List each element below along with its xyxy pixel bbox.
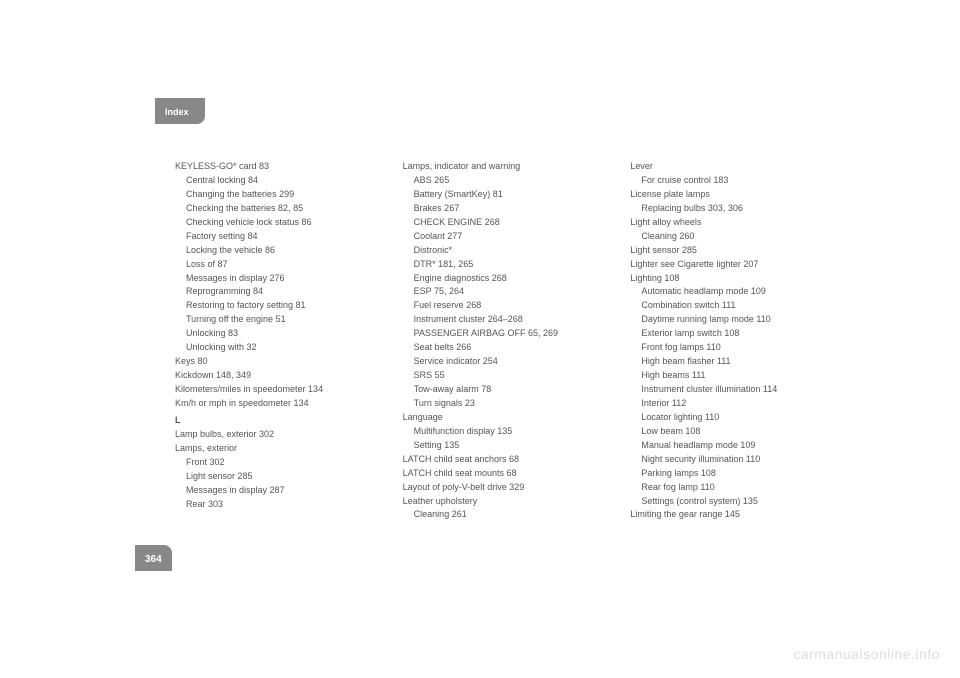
index-entry: KEYLESS-GO* card 83: [175, 160, 375, 174]
index-entry: ESP 75, 264: [403, 285, 603, 299]
index-entry: Turn signals 23: [403, 397, 603, 411]
index-entry: Tow-away alarm 78: [403, 383, 603, 397]
index-header-text: Index: [165, 107, 189, 117]
index-entry: Leather upholstery: [403, 495, 603, 509]
index-entry: LATCH child seat anchors 68: [403, 453, 603, 467]
index-entry: Locator lighting 110: [630, 411, 830, 425]
index-entry: For cruise control 183: [630, 174, 830, 188]
index-entry: Exterior lamp switch 108: [630, 327, 830, 341]
index-column-3: LeverFor cruise control 183License plate…: [630, 160, 830, 522]
index-entry: Brakes 267: [403, 202, 603, 216]
index-entry: Instrument cluster illumination 114: [630, 383, 830, 397]
index-entry: Rear fog lamp 110: [630, 481, 830, 495]
index-entry: Instrument cluster 264–268: [403, 313, 603, 327]
index-entry: Lighting 108: [630, 272, 830, 286]
index-entry: Lighter see Cigarette lighter 207: [630, 258, 830, 272]
index-entry: Loss of 87: [175, 258, 375, 272]
index-entry: Automatic headlamp mode 109: [630, 285, 830, 299]
index-entry: License plate lamps: [630, 188, 830, 202]
index-entry: Layout of poly-V-belt drive 329: [403, 481, 603, 495]
index-entry: Messages in display 287: [175, 484, 375, 498]
index-header: Index: [155, 98, 205, 124]
index-entry: Restoring to factory setting 81: [175, 299, 375, 313]
index-entry: Lamps, indicator and warning: [403, 160, 603, 174]
index-entry: Front 302: [175, 456, 375, 470]
index-entry: Locking the vehicle 86: [175, 244, 375, 258]
index-entry: Battery (SmartKey) 81: [403, 188, 603, 202]
index-entry: Night security illumination 110: [630, 453, 830, 467]
index-entry: Factory setting 84: [175, 230, 375, 244]
index-entry: Interior 112: [630, 397, 830, 411]
index-entry: Kickdown 148, 349: [175, 369, 375, 383]
index-entry: Parking lamps 108: [630, 467, 830, 481]
index-entry: ABS 265: [403, 174, 603, 188]
index-entry: Rear 303: [175, 498, 375, 512]
index-entry: Lamp bulbs, exterior 302: [175, 428, 375, 442]
index-entry: Engine diagnostics 268: [403, 272, 603, 286]
page-number: 364: [145, 554, 162, 565]
index-entry: Central locking 84: [175, 174, 375, 188]
index-entry: LATCH child seat mounts 68: [403, 467, 603, 481]
index-entry: Km/h or mph in speedometer 134: [175, 397, 375, 411]
index-entry: DTR* 181, 265: [403, 258, 603, 272]
watermark: carmanualsonline.info: [793, 646, 940, 662]
index-entry: Fuel reserve 268: [403, 299, 603, 313]
index-column-2: Lamps, indicator and warningABS 265Batte…: [403, 160, 603, 522]
index-entry: Reprogramming 84: [175, 285, 375, 299]
index-entry: L: [175, 414, 375, 428]
index-entry: PASSENGER AIRBAG OFF 65, 269: [403, 327, 603, 341]
index-entry: Daytime running lamp mode 110: [630, 313, 830, 327]
index-entry: Light sensor 285: [630, 244, 830, 258]
page-number-box: 364: [135, 545, 172, 571]
index-entry: Setting 135: [403, 439, 603, 453]
index-column-1: KEYLESS-GO* card 83Central locking 84Cha…: [175, 160, 375, 522]
index-entry: Multifunction display 135: [403, 425, 603, 439]
index-entry: Service indicator 254: [403, 355, 603, 369]
index-entry: Settings (control system) 135: [630, 495, 830, 509]
index-entry: Keys 80: [175, 355, 375, 369]
index-entry: Coolant 277: [403, 230, 603, 244]
index-entry: High beams 111: [630, 369, 830, 383]
index-entry: Distronic*: [403, 244, 603, 258]
index-entry: High beam flasher 111: [630, 355, 830, 369]
index-content: KEYLESS-GO* card 83Central locking 84Cha…: [175, 160, 830, 522]
index-entry: SRS 55: [403, 369, 603, 383]
index-entry: Cleaning 261: [403, 508, 603, 522]
index-entry: CHECK ENGINE 268: [403, 216, 603, 230]
index-entry: Front fog lamps 110: [630, 341, 830, 355]
index-entry: Low beam 108: [630, 425, 830, 439]
index-entry: Seat belts 266: [403, 341, 603, 355]
index-entry: Limiting the gear range 145: [630, 508, 830, 522]
index-entry: Messages in display 276: [175, 272, 375, 286]
index-entry: Combination switch 111: [630, 299, 830, 313]
index-entry: Changing the batteries 299: [175, 188, 375, 202]
index-entry: Language: [403, 411, 603, 425]
index-entry: Light alloy wheels: [630, 216, 830, 230]
index-entry: Replacing bulbs 303, 306: [630, 202, 830, 216]
index-entry: Checking the batteries 82, 85: [175, 202, 375, 216]
index-entry: Lever: [630, 160, 830, 174]
index-entry: Checking vehicle lock status 86: [175, 216, 375, 230]
index-entry: Unlocking 83: [175, 327, 375, 341]
index-entry: Manual headlamp mode 109: [630, 439, 830, 453]
index-entry: Cleaning 260: [630, 230, 830, 244]
index-entry: Kilometers/miles in speedometer 134: [175, 383, 375, 397]
index-entry: Unlocking with 32: [175, 341, 375, 355]
index-entry: Lamps, exterior: [175, 442, 375, 456]
index-entry: Turning off the engine 51: [175, 313, 375, 327]
index-entry: Light sensor 285: [175, 470, 375, 484]
